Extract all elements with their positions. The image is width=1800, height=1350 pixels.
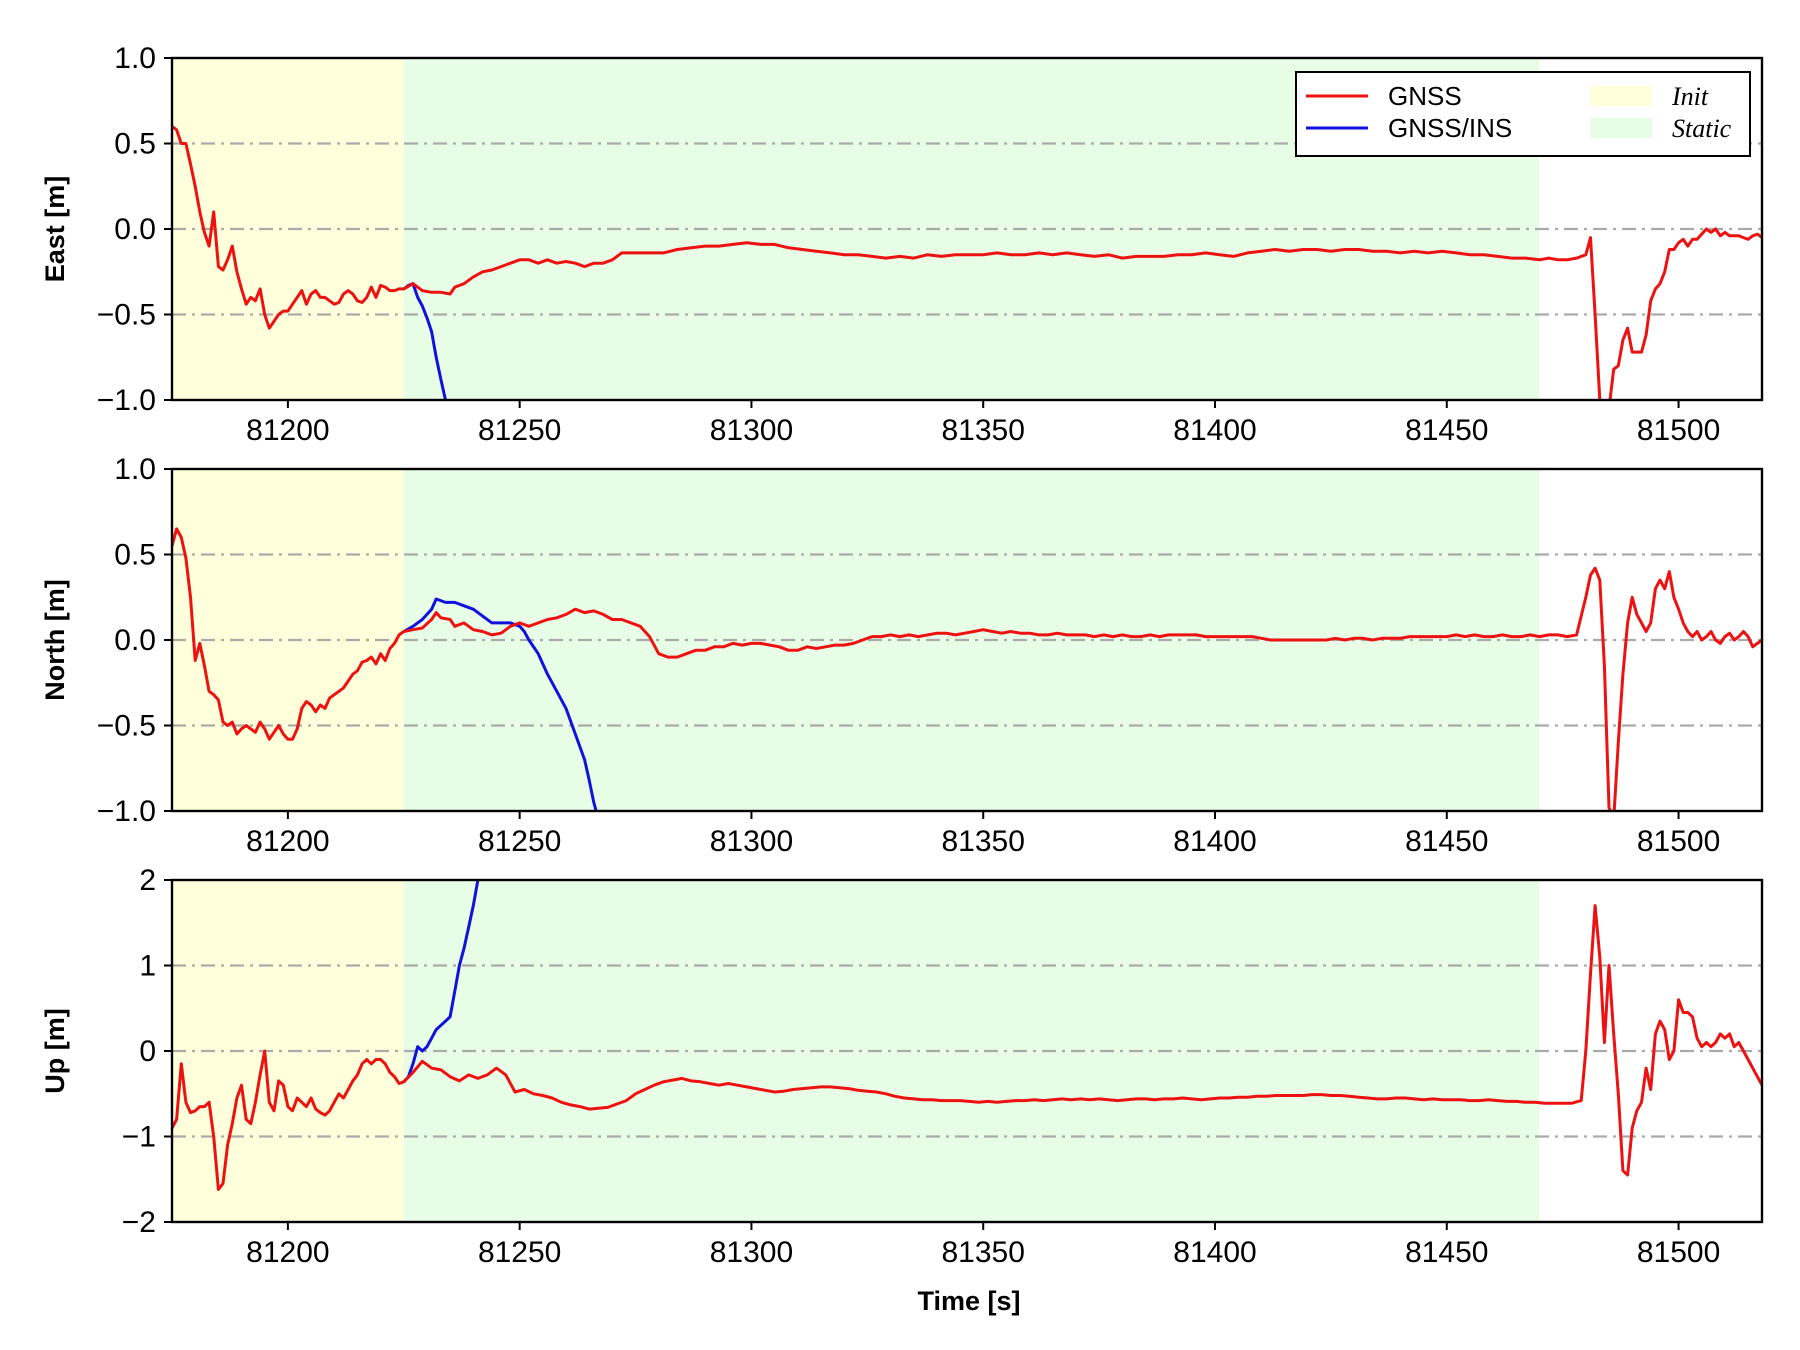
legend-label-static: Static (1672, 114, 1732, 143)
x-axis-title: Time [s] (917, 1286, 1020, 1316)
y-tick-label: −1.0 (97, 795, 156, 828)
x-tick-label: 81250 (478, 1236, 561, 1269)
panel-2: 1.0 0.5 0.0 −0.5 −1.0 81200 81250 81300 81350 814… (40, 453, 1762, 858)
y-tick-label: 0.5 (114, 539, 156, 572)
panel-3: 2 1 0 −1 −2 81200 81250 81300 81350 81400 81450 815… (40, 864, 1762, 1269)
x-tick-label: 81250 (478, 414, 561, 447)
x-tick-label: 81400 (1173, 1236, 1256, 1269)
x-tick-label: 81350 (942, 825, 1025, 858)
legend-label-gnss: GNSS (1388, 81, 1462, 111)
x-tick-label: 81350 (942, 414, 1025, 447)
legend-label-gnss-ins: GNSS/INS (1388, 113, 1512, 143)
y-tick-label: −1 (122, 1121, 156, 1154)
y-tick-label: 1.0 (114, 453, 156, 486)
x-tick-label: 81500 (1637, 825, 1720, 858)
x-tick-label: 81300 (710, 414, 793, 447)
x-tick-label: 81300 (710, 825, 793, 858)
y-tick-label: 0.5 (114, 128, 156, 161)
x-tick-label: 81450 (1405, 825, 1488, 858)
y-tick-label: −0.5 (97, 710, 156, 743)
x-tick-label: 81300 (710, 1236, 793, 1269)
y-tick-label: 0.0 (114, 624, 156, 657)
x-tick-label: 81450 (1405, 414, 1488, 447)
y-tick-label: 1.0 (114, 42, 156, 75)
x-tick-label: 81500 (1637, 1236, 1720, 1269)
x-tick-label: 81200 (246, 414, 329, 447)
x-tick-label: 81400 (1173, 414, 1256, 447)
y-tick-label: 1 (139, 950, 156, 983)
x-tick-label: 81350 (942, 1236, 1025, 1269)
x-tick-label: 81200 (246, 825, 329, 858)
y-axis-title: North [m] (40, 579, 70, 700)
y-tick-label: 0.0 (114, 213, 156, 246)
legend-swatch-init (1590, 86, 1652, 106)
y-axis-title: East [m] (40, 176, 70, 283)
legend-label-init: Init (1671, 82, 1709, 111)
y-tick-label: −1.0 (97, 384, 156, 417)
x-tick-label: 81250 (478, 825, 561, 858)
x-tick-label: 81450 (1405, 1236, 1488, 1269)
y-tick-label: 0 (139, 1035, 156, 1068)
y-tick-label: −0.5 (97, 299, 156, 332)
legend-swatch-static (1590, 118, 1652, 138)
y-tick-label: 2 (139, 864, 156, 897)
x-tick-label: 81200 (246, 1236, 329, 1269)
x-tick-label: 81500 (1637, 414, 1720, 447)
y-axis-title: Up [m] (40, 1008, 70, 1093)
x-tick-label: 81400 (1173, 825, 1256, 858)
y-tick-label: −2 (122, 1206, 156, 1239)
